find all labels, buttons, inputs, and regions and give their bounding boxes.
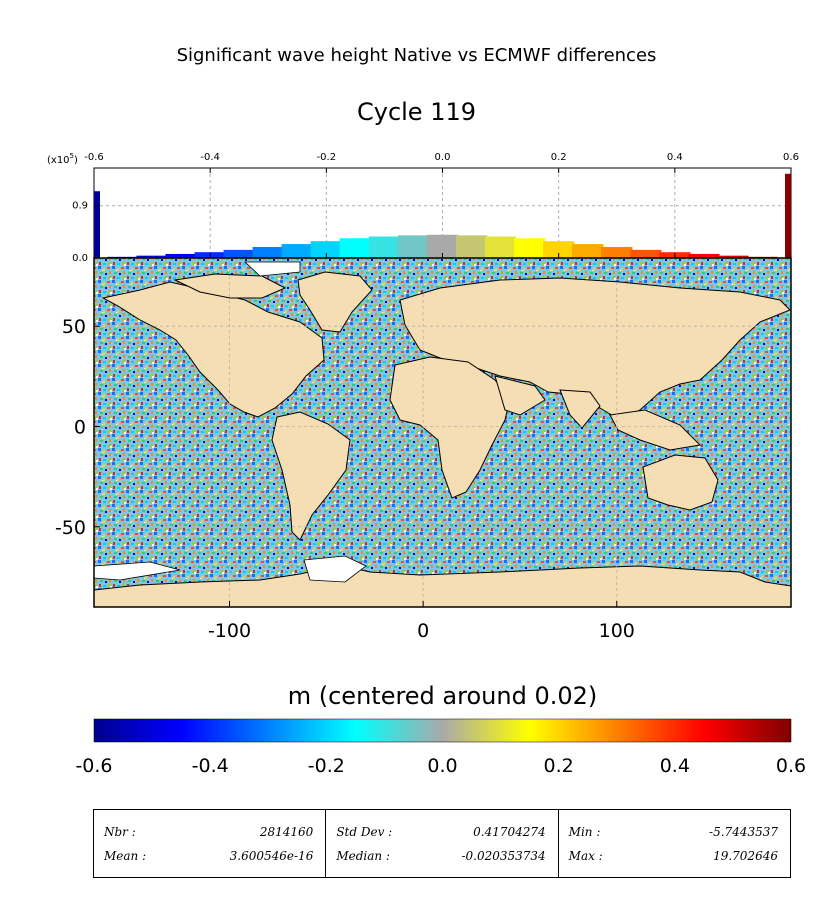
histogram-bar <box>543 241 575 258</box>
land-africa <box>389 356 511 499</box>
land-southeast-asia <box>609 409 702 451</box>
land-australia <box>642 454 719 511</box>
stats-value: 2814160 <box>259 825 314 839</box>
histogram-x-tick-label: 0.0 <box>435 152 451 163</box>
colorbar-tick-label: 0.0 <box>427 755 457 777</box>
stats-label: Median : <box>336 849 390 863</box>
no-data-patches <box>93 261 367 583</box>
map-x-ticks: -100 0 100 <box>208 601 635 642</box>
map-frame <box>93 257 792 608</box>
stats-value: 0.41704274 <box>473 825 546 839</box>
map-y-tick-label: 0 <box>74 416 86 438</box>
stats-value: 19.702646 <box>713 849 778 863</box>
land-greenland <box>297 271 373 333</box>
histogram-bar <box>310 241 342 258</box>
map-x-tick-label: 0 <box>417 620 429 642</box>
stats-value: 3.600546e-16 <box>229 849 314 863</box>
histogram-bar <box>455 235 488 258</box>
stats-cell-range: Min : -5.7443537 Max : 19.702646 <box>559 810 790 877</box>
histogram-bar <box>601 246 633 258</box>
histogram-bar <box>572 244 604 258</box>
map-y-tick-label: -50 <box>55 517 86 539</box>
histogram-bar <box>94 191 100 258</box>
stats-cell-count: Nbr : 2814160 Mean : 3.600546e-16 <box>94 810 327 877</box>
stats-label: Mean : <box>104 849 147 863</box>
histogram-x-tick-label: 0.4 <box>667 152 683 163</box>
stats-table: Nbr : 2814160 Mean : 3.600546e-16 Std Dev … <box>93 809 791 878</box>
stats-label: Max : <box>568 849 603 863</box>
histogram-bar <box>630 249 662 258</box>
land-canadian-arctic <box>173 273 287 299</box>
suptitle: Significant wave height Native vs ECMWF … <box>176 45 657 66</box>
stats-cell-spread: Std Dev : 0.41704274 Median : -0.020353734 <box>326 810 559 877</box>
stats-value: -0.020353734 <box>461 849 546 863</box>
no-data-arctic <box>243 261 301 277</box>
chart-title: Cycle 119 <box>356 98 477 126</box>
colorbar-tick-label: 0.4 <box>660 755 690 777</box>
histogram-y-tick-label: 0.9 <box>72 201 88 212</box>
land-eurasia <box>399 277 791 421</box>
map-y-tick-label: 50 <box>62 316 86 338</box>
no-data-weddell <box>303 555 367 583</box>
histogram-panel: -0.6 -0.4 -0.2 0.0 0.2 0.4 0.6 0.0 0.9 (x105) <box>47 152 799 264</box>
histogram-bar <box>426 234 459 258</box>
stats-label: Nbr : <box>104 825 136 839</box>
histogram-x-tick-label: -0.4 <box>200 152 220 163</box>
histogram-bar <box>281 244 313 258</box>
histogram-bar <box>397 235 430 258</box>
histogram-bar <box>136 255 168 258</box>
colorbar-ticks: -0.6 -0.4 -0.2 0.0 0.2 0.4 0.6 <box>75 755 806 777</box>
colorbar-tick-label: 0.6 <box>776 755 806 777</box>
colorbar-gradient <box>93 718 792 743</box>
histogram-bar <box>165 253 197 258</box>
histogram-bar <box>785 173 791 258</box>
histogram-bar <box>513 238 546 258</box>
map-y-ticks: 50 0 -50 <box>55 316 100 539</box>
histogram-bar <box>368 236 401 258</box>
map-x-tick-label: -100 <box>208 620 251 642</box>
map-panel: -100 0 100 50 0 -50 <box>55 257 792 642</box>
stats-label: Min : <box>568 825 601 839</box>
stats-value: -5.7443537 <box>709 825 778 839</box>
land-india <box>559 389 601 429</box>
colorbar-tick-label: -0.2 <box>308 755 345 777</box>
histogram-bar <box>252 246 284 258</box>
colorbar-tick-label: -0.4 <box>192 755 229 777</box>
colorbar-tick-label: -0.6 <box>75 755 112 777</box>
land-south-america <box>271 411 351 541</box>
map-grid <box>94 258 791 607</box>
histogram-bar <box>339 238 372 258</box>
colorbar-tick-label: 0.2 <box>544 755 574 777</box>
histogram-y-tick-label: 0.0 <box>72 253 88 264</box>
histogram-bar <box>688 253 720 258</box>
colorbar: -0.6 -0.4 -0.2 0.0 0.2 0.4 0.6 <box>75 718 806 777</box>
histogram-multiplier: (x105) <box>47 152 78 166</box>
histogram-x-tick-label: -0.6 <box>84 152 104 163</box>
histogram-x-tick-label: 0.2 <box>551 152 567 163</box>
histogram-x-tick-label: -0.2 <box>317 152 337 163</box>
stats-label: Std Dev : <box>336 825 393 839</box>
histogram-bar <box>223 249 255 258</box>
land-arabia <box>494 375 546 416</box>
histogram-bar <box>717 255 749 258</box>
histogram-bars <box>94 173 791 258</box>
map-x-tick-label: 100 <box>599 620 635 642</box>
histogram-bar <box>484 236 517 258</box>
histogram-x-tick-label: 0.6 <box>783 152 799 163</box>
histogram-x-ticks: -0.6 -0.4 -0.2 0.0 0.2 0.4 0.6 <box>84 152 799 258</box>
colorbar-label: m (centered around 0.02) <box>287 682 598 710</box>
